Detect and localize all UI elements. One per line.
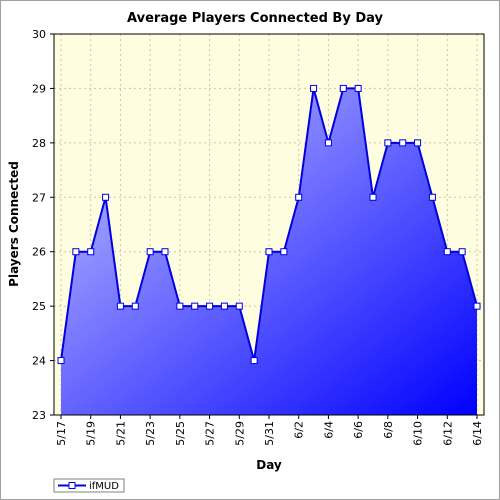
data-point (102, 193, 110, 201)
x-axis-title: Day (256, 458, 282, 472)
axes: 23 24 25 26 27 28 29 30 5/17 5/19 5/21 5/23 5/25 5/27… (32, 28, 485, 446)
data-point (176, 302, 184, 310)
legend: ifMUD (53, 478, 125, 493)
x-tick-label: 6/12 (441, 421, 454, 446)
data-point (146, 248, 154, 256)
data-point (206, 302, 214, 310)
data-point (295, 193, 303, 201)
chart-title: Average Players Connected By Day (127, 11, 383, 26)
data-point (428, 193, 436, 201)
y-tick-label: 30 (32, 28, 46, 41)
x-tick-label: 6/8 (382, 421, 395, 439)
y-tick-label: 25 (32, 300, 46, 313)
x-tick-label: 6/2 (293, 421, 306, 439)
data-point (414, 139, 422, 147)
x-tick-label: 5/27 (204, 421, 217, 446)
data-point (324, 139, 332, 147)
data-point (87, 248, 95, 256)
y-tick-label: 28 (32, 137, 46, 150)
data-point (473, 302, 481, 310)
x-tick-label: 5/25 (174, 421, 187, 446)
data-point (161, 248, 169, 256)
y-tick-label: 26 (32, 246, 46, 259)
x-tick-label: 6/6 (352, 421, 365, 439)
data-point (235, 302, 243, 310)
data-point (369, 193, 377, 201)
x-tick-label: 5/29 (233, 421, 246, 446)
x-tick-label: 6/4 (322, 421, 335, 439)
data-point (72, 248, 80, 256)
data-point (265, 248, 273, 256)
data-point (339, 84, 347, 92)
y-tick-label: 27 (32, 191, 46, 204)
data-point (131, 302, 139, 310)
x-tick-label: 5/17 (55, 421, 68, 446)
data-point (280, 248, 288, 256)
data-point (354, 84, 362, 92)
data-point (191, 302, 199, 310)
x-tick-label: 6/10 (412, 421, 425, 446)
y-tick-label: 29 (32, 82, 46, 95)
x-tick-label: 6/14 (471, 421, 484, 446)
data-point (116, 302, 124, 310)
series-layer (57, 84, 481, 415)
data-point (57, 357, 65, 365)
data-point (250, 357, 258, 365)
y-tick-label: 23 (32, 409, 46, 422)
y-tick-label: 24 (32, 355, 46, 368)
x-tick-label: 5/31 (263, 421, 276, 446)
y-axis-title: Players Connected (7, 161, 21, 287)
data-point (310, 84, 318, 92)
legend-marker-swatch (68, 482, 76, 489)
data-point (220, 302, 228, 310)
legend-label: ifMUD (89, 481, 119, 492)
data-point (384, 139, 392, 147)
x-tick-label: 5/21 (114, 421, 127, 446)
x-tick-label: 5/23 (144, 421, 157, 446)
data-point (399, 139, 407, 147)
data-point (458, 248, 466, 256)
data-point (443, 248, 451, 256)
x-tick-label: 5/19 (85, 421, 98, 446)
